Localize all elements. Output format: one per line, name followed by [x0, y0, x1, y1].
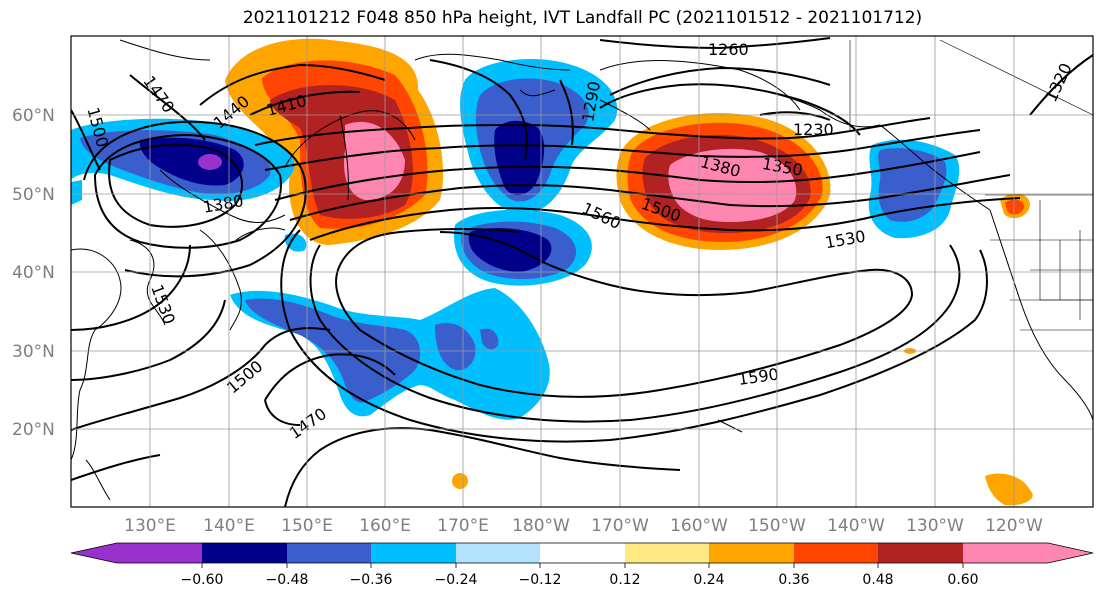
- colorbar-swatch: [202, 543, 287, 563]
- colorbar-tick-label: 0.60: [947, 572, 978, 588]
- colorbar-swatch: [709, 543, 794, 563]
- colorbar-swatch: [287, 543, 371, 563]
- colorbar-swatch: [794, 543, 878, 563]
- lon-label: 140°E: [203, 516, 255, 536]
- lat-label: 50°N: [12, 185, 55, 205]
- colorbar-swatch: [625, 543, 709, 563]
- colorbar-tick-label: 0.48: [862, 572, 893, 588]
- lon-label: 130°W: [906, 516, 964, 536]
- colorbar-swatch: [456, 543, 540, 563]
- colorbar-tick-label: −0.48: [266, 572, 309, 588]
- gridlines: [71, 36, 1093, 507]
- lat-label: 60°N: [12, 106, 55, 126]
- lon-label: 120°W: [985, 516, 1043, 536]
- latitude-labels: 60°N 50°N 40°N 30°N 20°N: [12, 106, 55, 440]
- colorbar-swatch: [540, 543, 625, 563]
- colorbar-swatch: [371, 543, 456, 563]
- lon-label: 170°W: [591, 516, 649, 536]
- longitude-labels: 130°E 140°E 150°E 160°E 170°E 180°W 170°…: [124, 516, 1043, 536]
- colorbar-tick-label: 0.36: [778, 572, 809, 588]
- lat-label: 20°N: [12, 420, 55, 440]
- map-title: 2021101212 F048 850 hPa height, IVT Land…: [242, 8, 923, 28]
- lon-label: 160°W: [670, 516, 728, 536]
- lon-label: 130°E: [124, 516, 176, 536]
- colorbar-tick-label: −0.12: [519, 572, 562, 588]
- contour-label: 1260: [708, 40, 749, 59]
- colorbar-tick-label: −0.24: [435, 572, 478, 588]
- lat-label: 30°N: [12, 342, 55, 362]
- colorbar-tick-label: 0.12: [609, 572, 640, 588]
- colorbar-tick-label: 0.24: [693, 572, 724, 588]
- colorbar-tick-label: −0.36: [350, 572, 393, 588]
- colorbar-swatch: [963, 543, 1093, 563]
- height-contours: [71, 37, 1093, 507]
- lon-label: 180°W: [512, 516, 570, 536]
- contour-label: 1230: [793, 120, 834, 139]
- colorbar-swatch: [878, 543, 963, 563]
- colorbar-swatch: [71, 543, 202, 563]
- lon-label: 160°E: [359, 516, 411, 536]
- lon-label: 170°E: [437, 516, 489, 536]
- colorbar-tick-label: −0.60: [181, 572, 224, 588]
- lon-label: 150°W: [748, 516, 806, 536]
- lat-label: 40°N: [12, 263, 55, 283]
- map-frame: [70, 35, 1094, 508]
- lon-label: 150°E: [281, 516, 333, 536]
- lon-label: 140°W: [827, 516, 885, 536]
- colorbar: −0.60 −0.48 −0.36 −0.24 −0.12 0.12 0.24 …: [70, 542, 1094, 588]
